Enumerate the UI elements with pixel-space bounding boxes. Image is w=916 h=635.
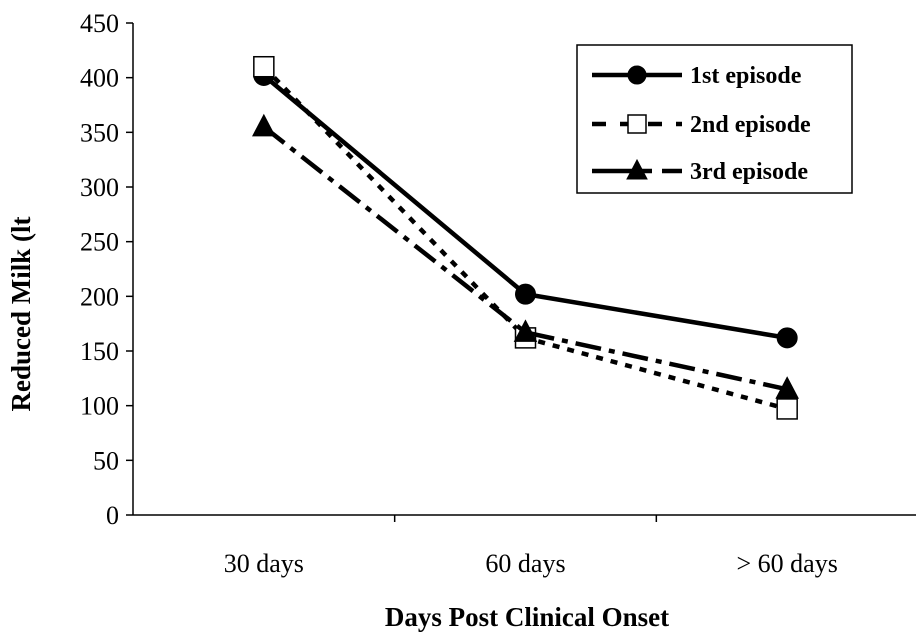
series-group	[252, 55, 799, 420]
x-ticks: 30 days 60 days > 60 days	[224, 515, 838, 578]
triangle-marker	[775, 376, 799, 399]
circle-marker	[515, 283, 536, 305]
y-tick-label: 250	[80, 228, 119, 257]
square-marker	[627, 114, 647, 134]
square-marker	[776, 398, 798, 420]
triangle-marker	[513, 319, 538, 342]
y-tick-label: 150	[80, 337, 119, 366]
x-axis-title: Days Post Clinical Onset	[385, 602, 669, 632]
y-tick-label: 0	[106, 501, 119, 530]
legend-label: 1st episode	[690, 63, 802, 89]
circle-marker	[776, 327, 798, 349]
legend-box	[576, 44, 853, 194]
y-tick-label: 400	[80, 64, 119, 93]
axes	[132, 23, 916, 516]
y-ticks: 0 50 100 150 200 250 300 350 400 450	[80, 9, 133, 530]
y-tick-label: 200	[80, 282, 119, 311]
y-tick-label: 350	[80, 118, 119, 147]
x-tick-label: 30 days	[224, 549, 304, 578]
square-marker	[253, 55, 275, 78]
triangle-marker	[252, 113, 276, 137]
y-axis-title: Reduced Milk (lt	[6, 217, 36, 412]
triangle-marker	[626, 158, 648, 180]
y-tick-label: 50	[93, 446, 119, 475]
legend-label: 3rd episode	[690, 159, 808, 185]
x-tick-label: > 60 days	[737, 549, 838, 578]
legend-label: 2nd episode	[690, 112, 811, 138]
legend: 1st episode 2nd episode 3rd episode	[576, 44, 853, 194]
y-tick-label: 300	[80, 173, 119, 202]
y-tick-label: 100	[80, 392, 119, 421]
series-line	[262, 125, 788, 392]
series-3	[252, 113, 799, 399]
y-tick-label: 450	[80, 9, 119, 38]
circle-marker	[627, 65, 647, 85]
x-tick-label: 60 days	[485, 549, 565, 578]
